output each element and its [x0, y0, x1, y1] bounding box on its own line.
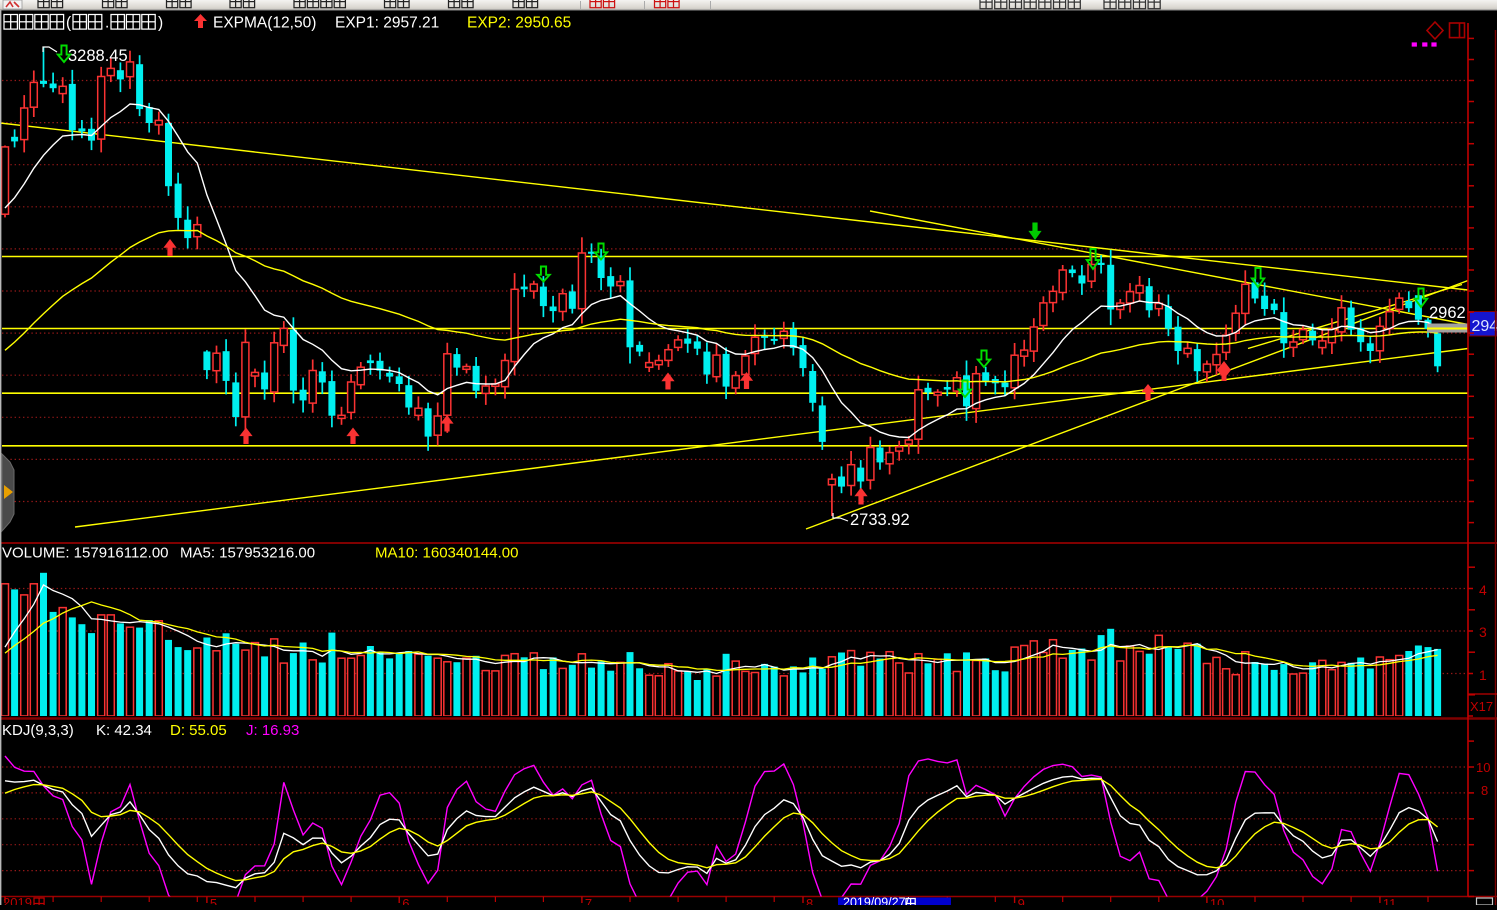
- svg-text:7: 7: [585, 896, 592, 905]
- svg-text:9: 9: [1018, 896, 1025, 905]
- svg-text:EXP1: 2957.21: EXP1: 2957.21: [335, 15, 439, 32]
- svg-text:8: 8: [1481, 783, 1488, 798]
- svg-text:4: 4: [1479, 582, 1487, 598]
- svg-text:10: 10: [1476, 760, 1490, 775]
- svg-text:3: 3: [1479, 624, 1487, 640]
- svg-text:3288.45: 3288.45: [68, 47, 128, 65]
- svg-text:): ): [158, 15, 163, 32]
- svg-text:1: 1: [1479, 667, 1487, 683]
- svg-text:K: 42.34: K: 42.34: [96, 722, 152, 739]
- svg-text:6: 6: [402, 896, 409, 905]
- svg-text:MA5: 157953216.00: MA5: 157953216.00: [180, 545, 315, 562]
- svg-text:294: 294: [1472, 318, 1497, 335]
- svg-text:EXP2: 2950.65: EXP2: 2950.65: [467, 15, 571, 32]
- svg-text:EXPMA(12,50): EXPMA(12,50): [213, 15, 316, 32]
- svg-text:8: 8: [806, 896, 813, 905]
- svg-text:D: 55.05: D: 55.05: [170, 722, 227, 739]
- svg-text:2019/09/27/: 2019/09/27/: [843, 896, 910, 906]
- svg-text:J: 16.93: J: 16.93: [246, 722, 299, 739]
- svg-text:X17: X17: [1470, 699, 1493, 714]
- svg-text:(: (: [66, 15, 72, 32]
- svg-text:2733.92: 2733.92: [850, 511, 910, 529]
- svg-text:5: 5: [210, 896, 217, 905]
- svg-text:MA10: 160340144.00: MA10: 160340144.00: [375, 545, 518, 562]
- svg-text:2962: 2962: [1429, 304, 1466, 322]
- svg-text:10: 10: [1210, 896, 1224, 905]
- svg-text:2019: 2019: [3, 895, 32, 905]
- svg-text:11: 11: [1383, 896, 1397, 905]
- svg-text:KDJ(9,3,3): KDJ(9,3,3): [2, 722, 74, 739]
- svg-text:.: .: [105, 15, 109, 32]
- svg-text:VOLUME: 157916112.00: VOLUME: 157916112.00: [2, 545, 169, 562]
